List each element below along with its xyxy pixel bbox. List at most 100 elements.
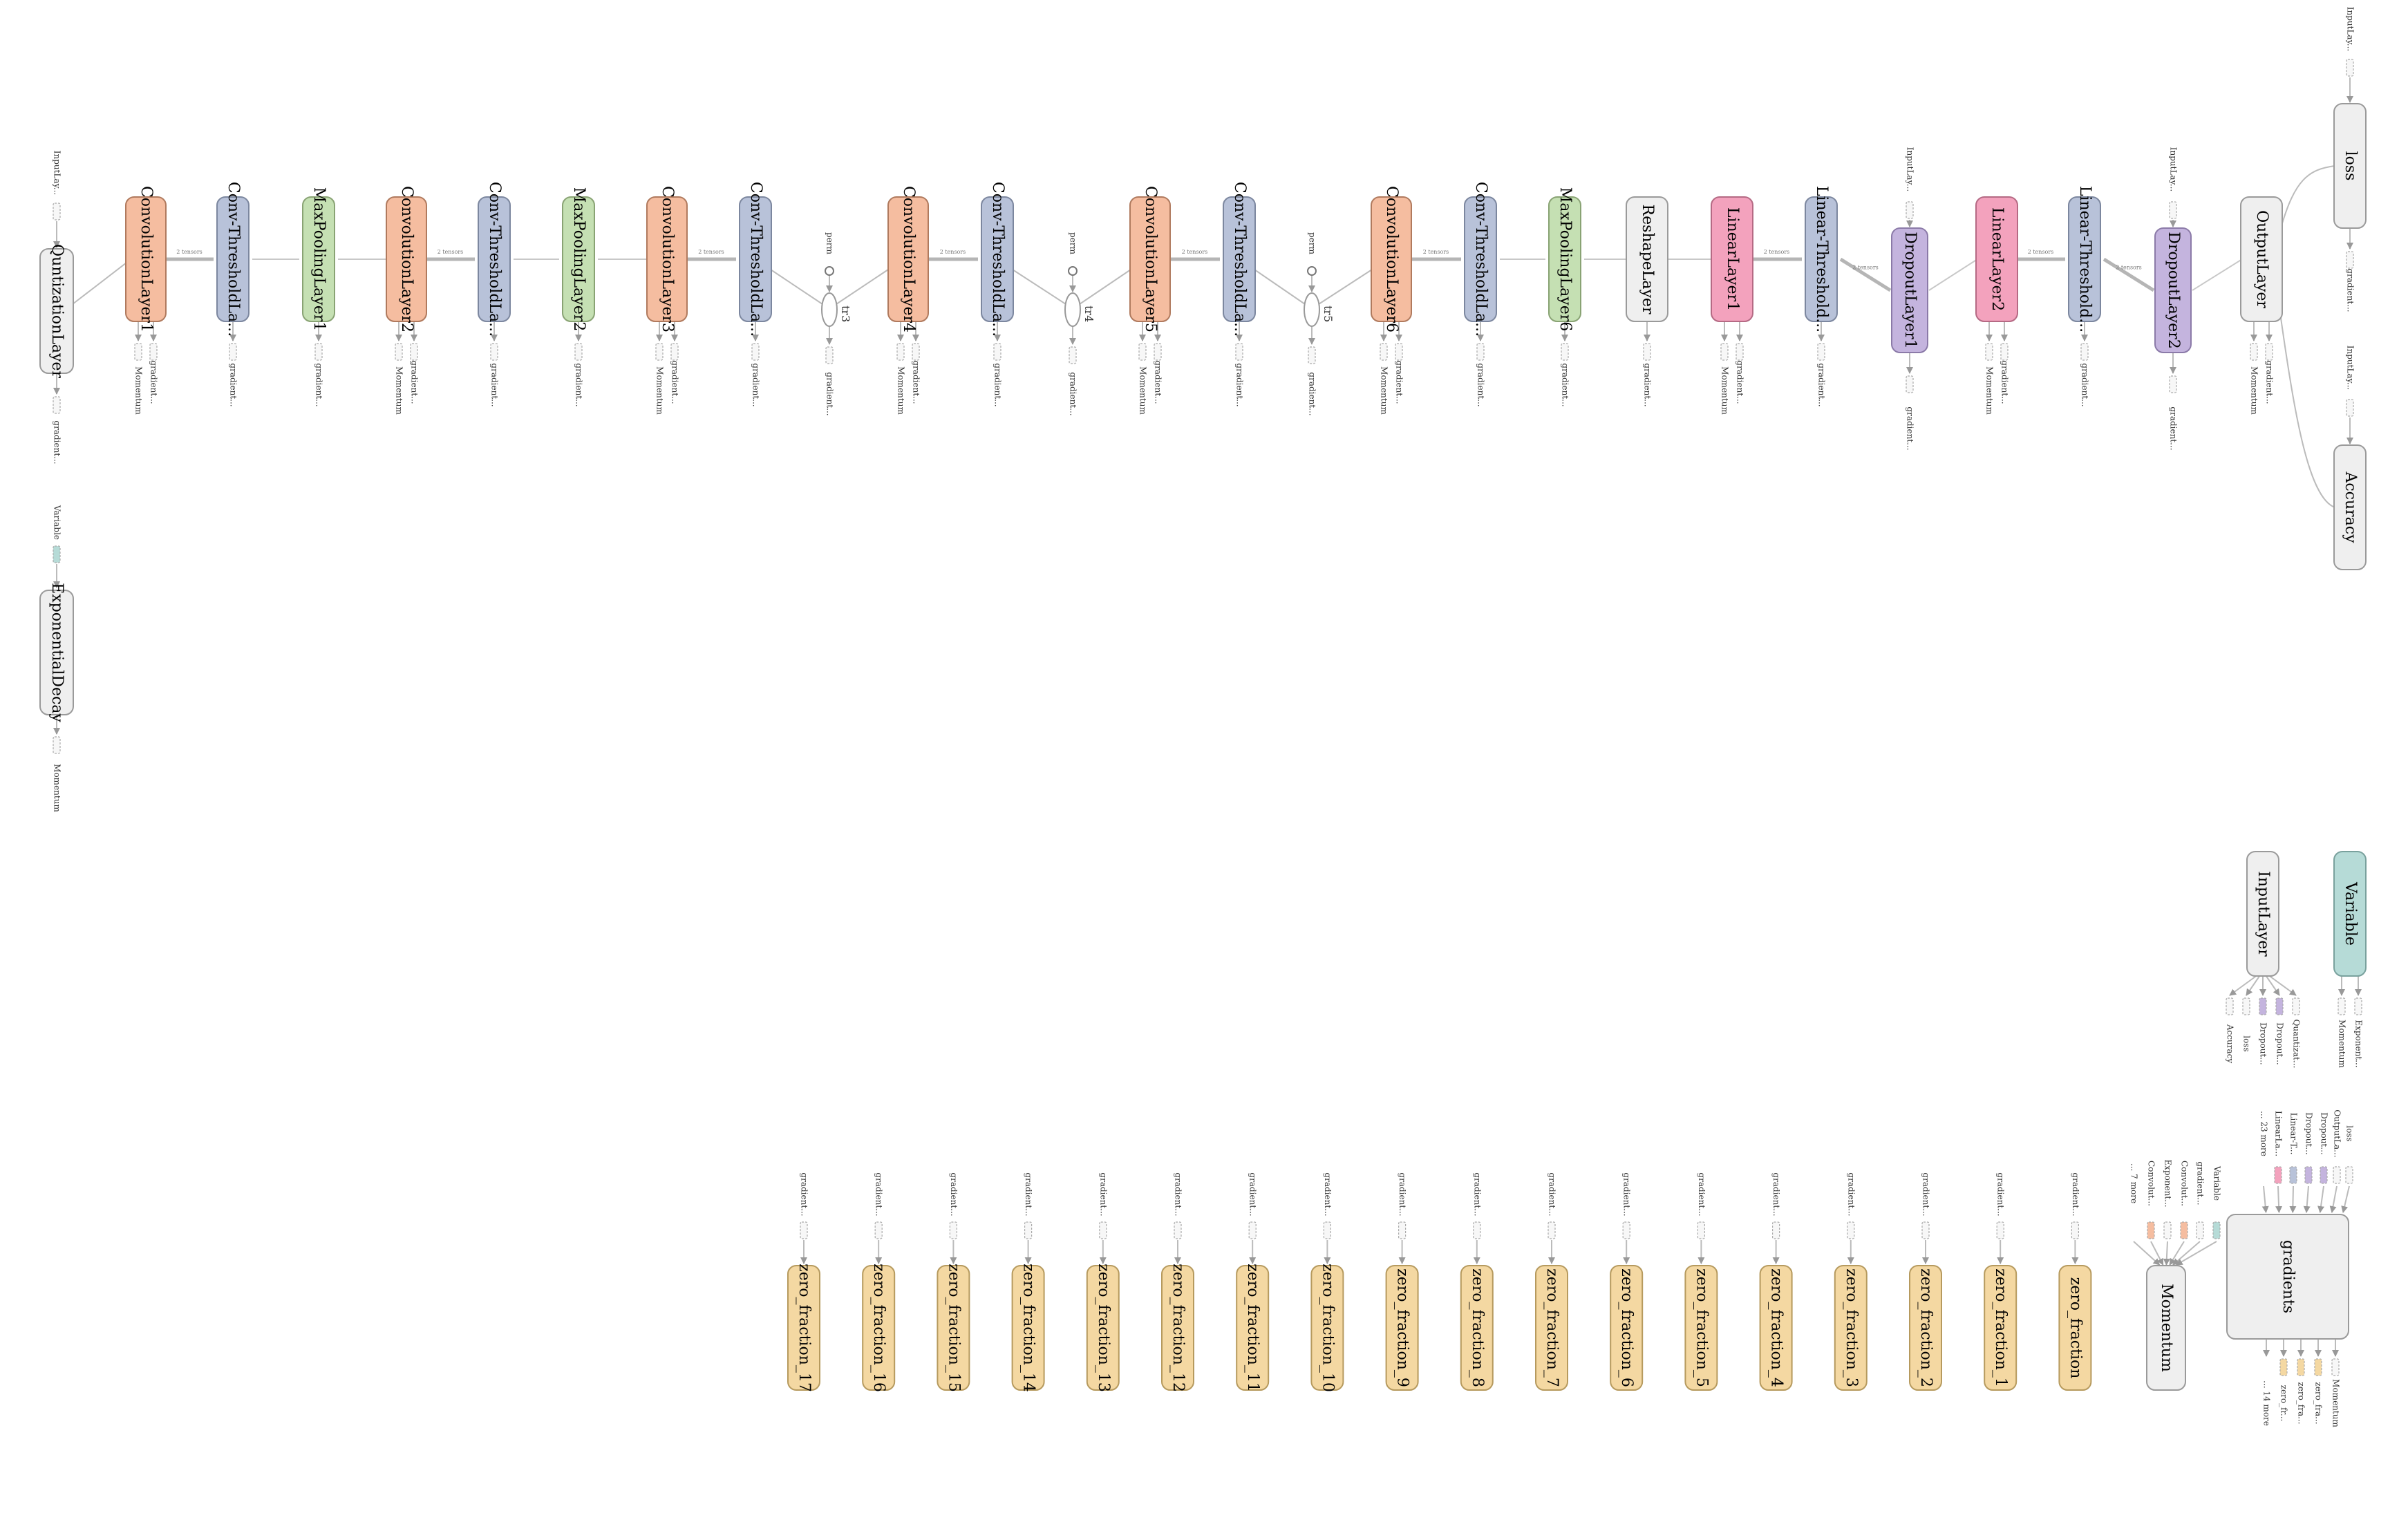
main-node-19[interactable]: DropoutLayer1: [1891, 227, 1928, 353]
gradient-stub[interactable]: [1643, 343, 1651, 361]
zero-fraction-node-14[interactable]: zero_fraction_3: [1834, 1265, 1868, 1391]
zero-gradient-stub[interactable]: [1548, 1221, 1556, 1239]
main-node-20[interactable]: LinearLayer2: [1975, 196, 2018, 322]
loss-input-stub[interactable]: [2346, 59, 2354, 77]
momentum-input-stub[interactable]: [2180, 1221, 2188, 1239]
zero-fraction-node-12[interactable]: zero_fraction_5: [1684, 1265, 1718, 1391]
main-node-7[interactable]: ConvolutionLayer3: [646, 186, 688, 332]
gradient-stub[interactable]: [1154, 343, 1162, 361]
transpose-op-tr4[interactable]: tr4: [1064, 292, 1095, 327]
variable-output-stub[interactable]: [2354, 997, 2362, 1015]
gradients-output-stub[interactable]: [2279, 1358, 2288, 1376]
zero-fraction-node-4[interactable]: zero_fraction_13: [1086, 1264, 1120, 1392]
main-node-1[interactable]: ConvolutionLayer1: [125, 186, 167, 332]
gradient-stub[interactable]: [1736, 343, 1744, 361]
op-gradient-stub[interactable]: [825, 346, 834, 364]
zero-fraction-node-5[interactable]: zero_fraction_12: [1161, 1264, 1194, 1392]
zero-fraction-node-2[interactable]: zero_fraction_15: [937, 1264, 970, 1392]
quant-gradient-stub[interactable]: [53, 396, 61, 414]
momentum-stub[interactable]: [896, 343, 905, 361]
main-node-12[interactable]: Conv-ThresholdLa...: [1223, 182, 1256, 337]
gradient-stub[interactable]: [1235, 343, 1243, 361]
inputlayer-output-stub[interactable]: [2292, 997, 2300, 1015]
gradient-stub[interactable]: [912, 343, 920, 361]
gradients-input-stub[interactable]: [2289, 1166, 2297, 1184]
momentum-stub[interactable]: [1138, 343, 1147, 361]
gradients-output-stub[interactable]: [2297, 1358, 2305, 1376]
main-node-15[interactable]: MaxPoolingLayer6: [1548, 187, 1581, 331]
gradient-stub[interactable]: [410, 343, 418, 361]
gradients-node-box[interactable]: [2226, 1214, 2349, 1340]
zero-fraction-node-11[interactable]: zero_fraction_6: [1610, 1265, 1644, 1391]
op-gradient-stub[interactable]: [1308, 346, 1316, 364]
zero-fraction-node-17[interactable]: zero_fraction: [2058, 1265, 2092, 1391]
gradients-output-stub[interactable]: [2331, 1358, 2340, 1376]
main-node-11[interactable]: ConvolutionLayer5: [1129, 186, 1171, 332]
aux-variable-node[interactable]: Variable: [2333, 851, 2367, 977]
gradient-stub[interactable]: [751, 343, 760, 361]
zero-gradient-stub[interactable]: [949, 1221, 958, 1239]
gradient-stub[interactable]: [2000, 343, 2009, 361]
gradient-stub[interactable]: [490, 343, 498, 361]
gradient-stub[interactable]: [2265, 343, 2273, 361]
zero-fraction-node-6[interactable]: zero_fraction_11: [1236, 1264, 1270, 1392]
zero-gradient-stub[interactable]: [1174, 1221, 1182, 1239]
main-node-16[interactable]: ReshapeLayer: [1626, 196, 1668, 322]
main-node-6[interactable]: MaxPoolingLayer2: [562, 187, 595, 331]
perm-const-icon[interactable]: [1307, 266, 1317, 276]
momentum-stub[interactable]: [134, 343, 142, 361]
gradient-stub[interactable]: [1395, 343, 1403, 361]
main-node-8[interactable]: Conv-ThresholdLa...: [739, 182, 772, 337]
zero-fraction-node-9[interactable]: zero_fraction_8: [1460, 1265, 1494, 1391]
momentum-stub[interactable]: [1720, 343, 1729, 361]
zero-gradient-stub[interactable]: [1996, 1221, 2004, 1239]
zero-fraction-node-8[interactable]: zero_fraction_9: [1385, 1265, 1419, 1391]
gradient-stub[interactable]: [1561, 343, 1569, 361]
exponential-decay[interactable]: ExponentialDecay: [39, 583, 74, 722]
accuracy-node[interactable]: Accuracy: [2333, 444, 2367, 570]
zero-gradient-stub[interactable]: [1248, 1221, 1257, 1239]
zero-gradient-stub[interactable]: [1099, 1221, 1107, 1239]
quantization-layer[interactable]: QuntizationLayer: [39, 244, 74, 378]
zero-fraction-node-1[interactable]: zero_fraction_16: [862, 1264, 896, 1392]
zero-gradient-stub[interactable]: [1847, 1221, 1855, 1239]
zero-fraction-node-13[interactable]: zero_fraction_4: [1759, 1265, 1793, 1391]
main-node-10[interactable]: Conv-ThresholdLa...: [981, 182, 1014, 337]
dropout-gradient-stub[interactable]: [1906, 375, 1914, 393]
zero-gradient-stub[interactable]: [1398, 1221, 1407, 1239]
momentum-stub[interactable]: [395, 343, 403, 361]
zero-gradient-stub[interactable]: [1473, 1221, 1481, 1239]
zero-fraction-node-10[interactable]: zero_fraction_7: [1535, 1265, 1568, 1391]
inputlayer-output-stub[interactable]: [2242, 997, 2250, 1015]
main-node-21[interactable]: Linear-Threshold...: [2068, 186, 2101, 332]
momentum-input-stub[interactable]: [2163, 1221, 2172, 1239]
gradient-stub[interactable]: [149, 343, 158, 361]
momentum-stub[interactable]: [2250, 343, 2258, 361]
zero-gradient-stub[interactable]: [800, 1221, 808, 1239]
main-node-14[interactable]: Conv-ThresholdLa...: [1464, 182, 1497, 337]
quant-input-stub[interactable]: [53, 203, 61, 221]
aux-input-layer-node[interactable]: InputLayer: [2246, 851, 2279, 977]
gradient-stub[interactable]: [1817, 343, 1825, 361]
zero-fraction-node-0[interactable]: zero_fraction_17: [787, 1264, 820, 1392]
dropout-input-stub[interactable]: [2169, 201, 2177, 219]
zero-gradient-stub[interactable]: [874, 1221, 883, 1239]
momentum-input-stub[interactable]: [2212, 1221, 2221, 1239]
variable-output-stub[interactable]: [2338, 997, 2346, 1015]
zero-fraction-node-15[interactable]: zero_fraction_2: [1909, 1265, 1942, 1391]
gradients-input-stub[interactable]: [2333, 1166, 2341, 1184]
main-node-18[interactable]: Linear-Threshold...: [1805, 186, 1838, 332]
gradient-stub[interactable]: [1476, 343, 1485, 361]
gradients-input-stub[interactable]: [2304, 1166, 2313, 1184]
gradients-input-stub[interactable]: [2274, 1166, 2282, 1184]
gradients-output-stub[interactable]: [2314, 1358, 2322, 1376]
gradients-input-stub[interactable]: [2345, 1166, 2353, 1184]
zero-fraction-node-16[interactable]: zero_fraction_1: [1984, 1265, 2017, 1391]
decay-momentum-stub[interactable]: [53, 736, 61, 754]
zero-gradient-stub[interactable]: [1024, 1221, 1033, 1239]
zero-fraction-node-7[interactable]: zero_fraction_10: [1310, 1264, 1344, 1392]
loss-gradient-stub[interactable]: [2346, 251, 2354, 269]
momentum-stub[interactable]: [1380, 343, 1388, 361]
zero-fraction-node-3[interactable]: zero_fraction_14: [1011, 1264, 1045, 1392]
dropout-input-stub[interactable]: [1906, 201, 1914, 219]
